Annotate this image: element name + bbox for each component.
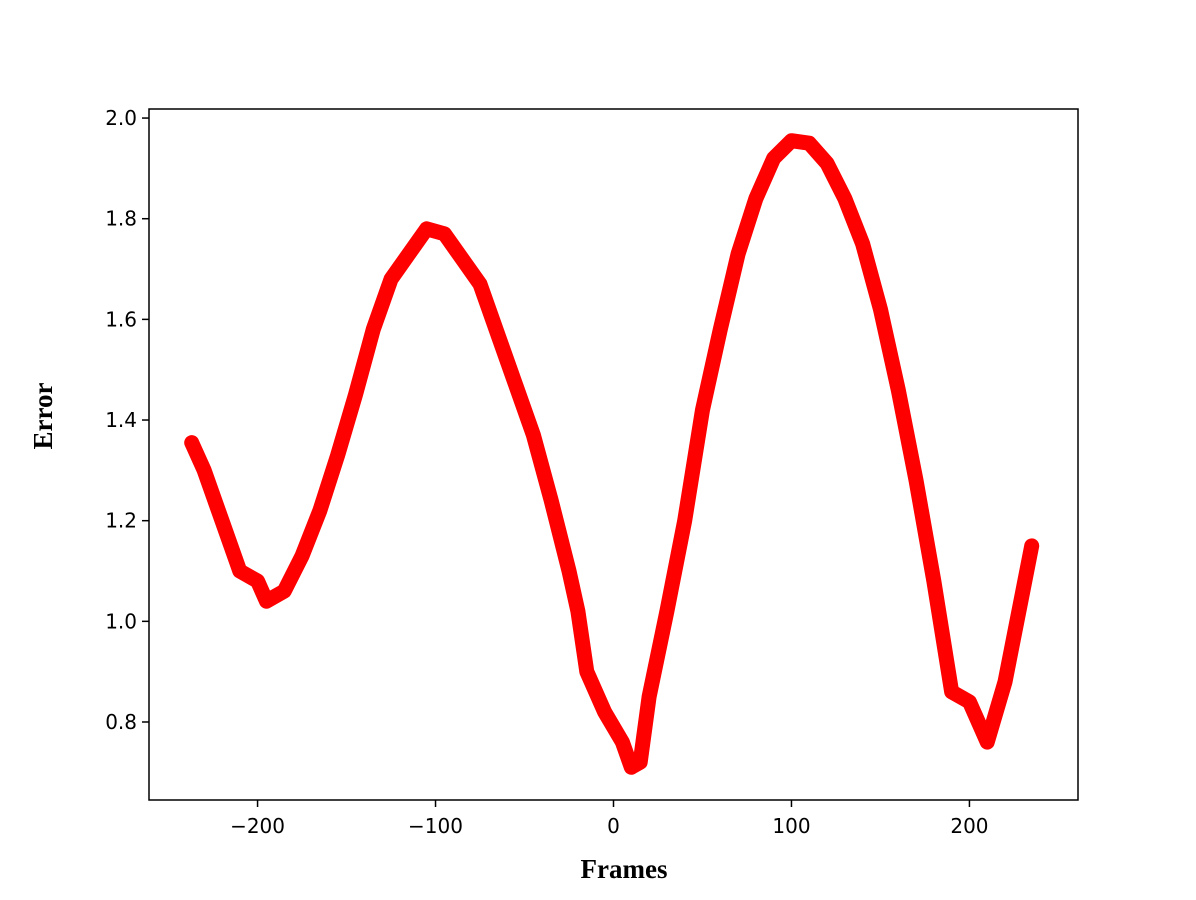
x-tick-label: −100	[408, 814, 463, 838]
x-tick-label: −200	[230, 814, 285, 838]
line	[184, 133, 1040, 775]
x-tick-label: 100	[772, 814, 810, 838]
y-tick-label: 2.0	[105, 106, 137, 130]
y-tick-label: 1.8	[105, 207, 137, 231]
x-tick-label: 0	[607, 814, 620, 838]
y-tick-label: 1.0	[105, 609, 137, 633]
y-tick-label: 1.4	[105, 408, 137, 432]
x-tick-label: 200	[950, 814, 988, 838]
y-tick-label: 0.8	[105, 710, 137, 734]
x-axis-label: Frames	[581, 854, 668, 884]
plot-frame	[148, 108, 1079, 801]
y-tick-label: 1.2	[105, 509, 137, 533]
y-tick-label: 1.6	[105, 307, 137, 331]
y-axis-label: Error	[28, 383, 58, 450]
